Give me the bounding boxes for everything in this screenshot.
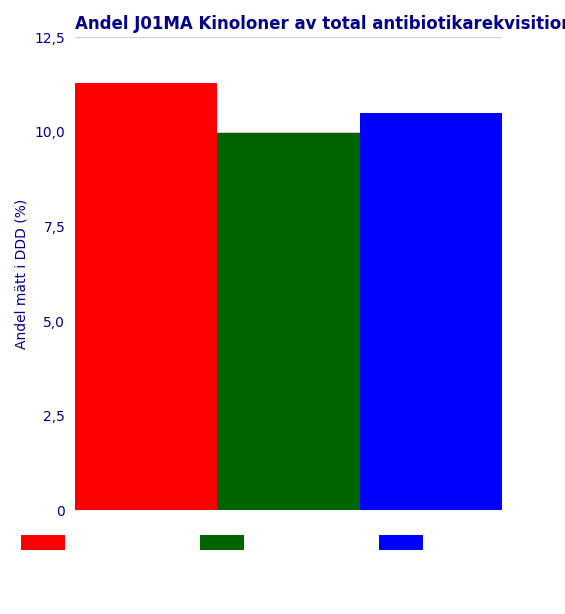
Text: Andel J01MA Kinoloner av total antibiotikarekvisition: Andel J01MA Kinoloner av total antibioti… bbox=[75, 15, 565, 33]
Bar bbox=[75, 83, 218, 510]
Y-axis label: Andel mätt i DDD (%): Andel mätt i DDD (%) bbox=[15, 199, 29, 349]
Bar bbox=[218, 133, 359, 510]
Bar bbox=[359, 113, 502, 510]
Legend: 2012-01  --  2012-12, 2013-01  --  2013-12, 2014-01  --  2014-12: 2012-01 -- 2012-12, 2013-01 -- 2013-12, … bbox=[21, 535, 555, 550]
